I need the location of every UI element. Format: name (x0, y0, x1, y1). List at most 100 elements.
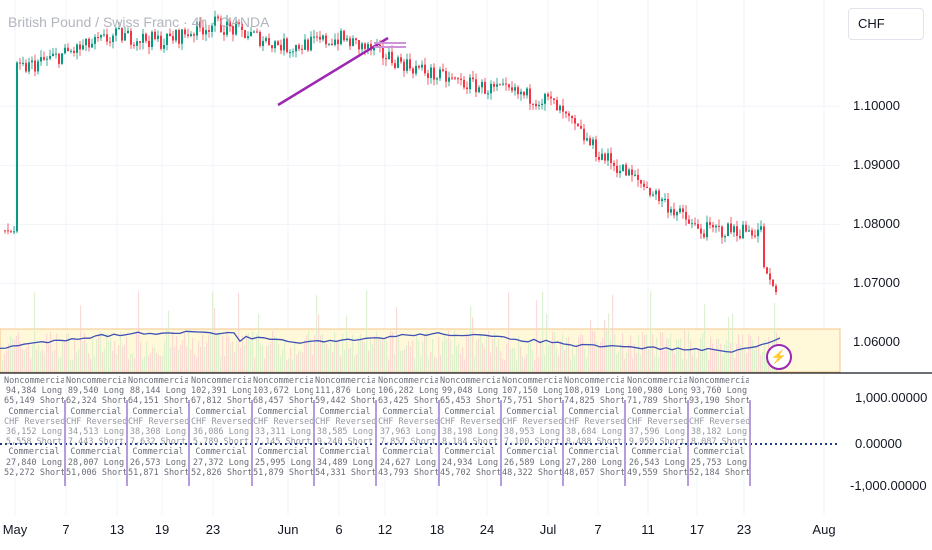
volume-bar (766, 356, 768, 372)
volume-bar (178, 349, 180, 372)
candle-body (127, 30, 129, 34)
volume-bar (86, 343, 88, 372)
candle-body (682, 208, 684, 213)
volume-bar (478, 338, 480, 372)
candle-body (550, 96, 552, 99)
volume-bar (262, 345, 264, 372)
candle-body (454, 77, 456, 79)
cot-column: Noncommercial 100,980 Long 71,789 Short Com… (627, 376, 687, 478)
moving-average-line (0, 330, 781, 353)
volume-bar (414, 358, 416, 372)
cot-cell: Noncommercial (315, 376, 375, 386)
volume-bar (716, 338, 718, 372)
volume-bar (430, 351, 432, 372)
cot-cell: Noncommercial (689, 376, 749, 386)
candle-body (355, 38, 357, 41)
candle-body (346, 38, 348, 41)
candle-body (763, 226, 765, 268)
trendline-drawing[interactable] (277, 36, 389, 107)
symbol-title[interactable]: British Pound / Swiss Franc · 4h · OANDA (8, 14, 270, 30)
candle-body (382, 46, 384, 59)
volume-bar (576, 344, 578, 372)
time-axis-label: 13 (109, 522, 125, 537)
candle-body (379, 44, 381, 47)
volume-bar (218, 331, 220, 372)
indicator-axis-label: 0.00000 (855, 436, 902, 451)
volume-bar (88, 353, 90, 372)
volume-bar (248, 332, 250, 372)
volume-bar (686, 358, 688, 372)
volume-bar (260, 343, 262, 372)
candle-body (70, 50, 72, 52)
cot-cell: 38,198 Long (441, 427, 499, 438)
candle-body (490, 83, 492, 94)
volume-bar (638, 334, 640, 372)
volume-bar (392, 331, 394, 372)
volume-bar (538, 357, 540, 372)
volume-bar (258, 314, 260, 372)
candle-body (151, 31, 153, 47)
volume-bar (728, 316, 730, 372)
horizontal-ray-drawing[interactable] (374, 42, 406, 48)
cot-cell: Commercial (132, 447, 184, 458)
volume-bar (748, 334, 750, 372)
cot-cell: CHF Reversed (627, 416, 687, 427)
volume-bar (40, 351, 42, 372)
candle-body (130, 30, 132, 45)
candle-body (736, 226, 738, 236)
candle-body (460, 78, 462, 80)
cot-cell: 37,596 Long (628, 427, 686, 438)
cot-cell: 33,311 Long (254, 427, 312, 438)
volume-bar (618, 351, 620, 372)
candle-body (673, 209, 675, 216)
volume-bar (456, 345, 458, 372)
cot-cell: 7,443 Short (67, 437, 125, 448)
cot-cell: 65,149 Short (4, 396, 64, 407)
candle-body (232, 26, 234, 35)
volume-bar (348, 348, 350, 372)
volume-bar (156, 353, 158, 372)
candle-body (715, 225, 717, 228)
candle-body (409, 59, 411, 69)
candle-body (385, 58, 387, 60)
candle-body (313, 36, 315, 38)
candle-body (418, 65, 420, 68)
cot-cell: 36,086 Long (192, 427, 250, 438)
volume-bar (316, 295, 318, 372)
volume-bar (738, 334, 740, 372)
candle-body (634, 174, 636, 176)
volume-bar (752, 340, 754, 372)
volume-bar (704, 304, 706, 372)
volume-bar (272, 331, 274, 372)
candle-body (118, 28, 120, 30)
cot-column: Noncommercial 99,048 Long 65,453 Short Comm… (440, 376, 500, 478)
candlestick-series[interactable] (4, 10, 777, 296)
volume-bar (70, 359, 72, 372)
candle-body (640, 180, 642, 184)
cot-column: Noncommercial 106,282 Long 63,425 Short Com… (378, 376, 438, 478)
candle-body (610, 153, 612, 164)
candle-body (202, 27, 204, 35)
volume-bar (360, 333, 362, 372)
candle-body (244, 30, 246, 38)
cot-cell: 7,145 Short (254, 437, 312, 448)
candle-body (574, 118, 576, 124)
candle-body (298, 45, 300, 49)
candle-body (394, 63, 396, 68)
cot-cell: CHF Reversed (502, 416, 562, 427)
currency-selector[interactable]: CHF (848, 8, 924, 40)
volume-bar (278, 343, 280, 372)
volume-bar (326, 343, 328, 372)
volume-bar (310, 338, 312, 372)
volume-bar (600, 342, 602, 372)
lightning-icon[interactable]: ⚡ (766, 344, 792, 370)
candle-body (613, 163, 615, 166)
volume-bar (750, 335, 752, 372)
volume-bar (318, 314, 320, 372)
candle-body (181, 29, 183, 44)
volume-bar (492, 338, 494, 372)
cot-cell: Commercial (319, 447, 371, 458)
volume-bar (596, 341, 598, 372)
volume-bar (62, 341, 64, 372)
